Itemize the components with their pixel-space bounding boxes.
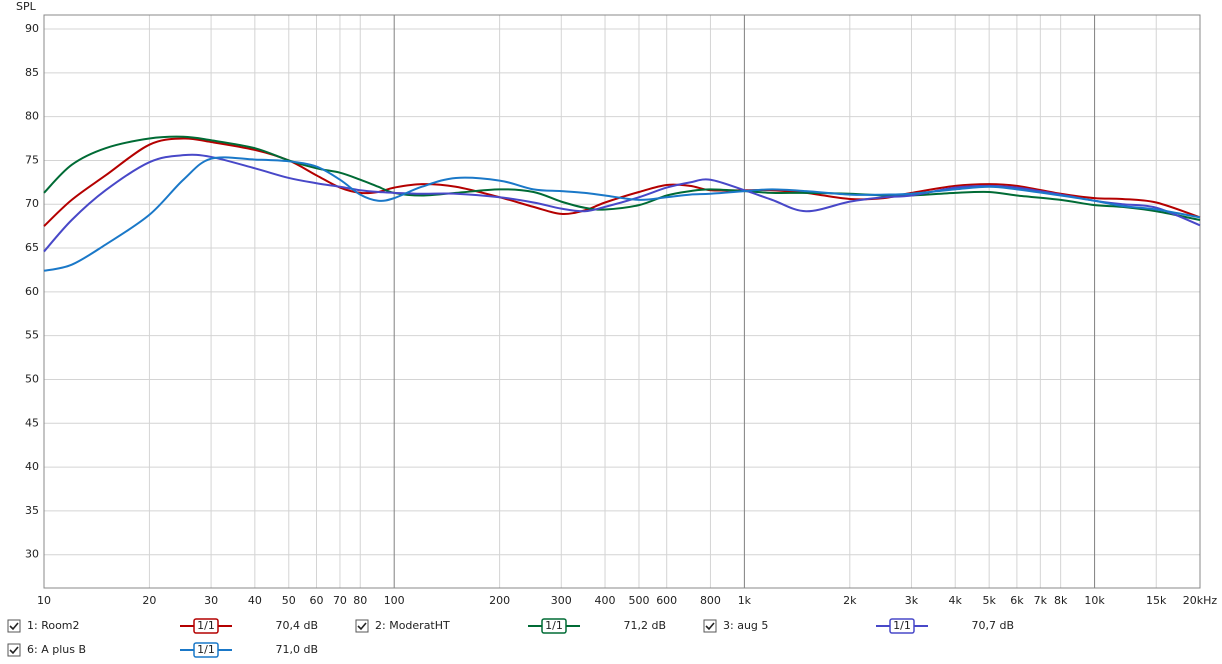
smoothing-box[interactable] (889, 618, 915, 634)
legend-level: 70,4 dB (275, 619, 318, 632)
x-tick-label: 10 (37, 594, 51, 607)
smoothing-label: 1/1 (545, 619, 563, 632)
y-tick-label: 40 (25, 460, 39, 473)
x-tick-label: 5k (982, 594, 996, 607)
x-tick-label: 3k (905, 594, 919, 607)
legend-level: 71,2 dB (623, 619, 666, 632)
checkmark (705, 622, 715, 631)
x-tick-label: 80 (353, 594, 367, 607)
y-tick-label: 85 (25, 66, 39, 79)
x-tick-label: 50 (282, 594, 296, 607)
x-tick-label: 4k (949, 594, 963, 607)
smoothing-label: 1/1 (893, 619, 911, 632)
x-tick-label: 70 (333, 594, 347, 607)
smoothing-box[interactable] (193, 642, 219, 658)
x-tick-label: 800 (700, 594, 721, 607)
y-tick-label: 70 (25, 197, 39, 210)
x-tick-label: 20 (142, 594, 156, 607)
y-tick-label: 90 (25, 22, 39, 35)
checkbox[interactable] (7, 619, 21, 633)
x-tick-label: 20kHz (1183, 594, 1218, 607)
smoothing-box[interactable] (193, 618, 219, 634)
legend-name: 2: ModeratHT (375, 619, 450, 632)
y-tick-label: 60 (25, 285, 39, 298)
x-tick-label: 100 (384, 594, 405, 607)
x-tick-label: 500 (628, 594, 649, 607)
x-tick-label: 7k (1034, 594, 1048, 607)
checkbox[interactable] (7, 643, 21, 657)
series-line (43, 156, 1201, 272)
checkbox[interactable] (355, 619, 369, 633)
series-line (43, 137, 1201, 227)
x-tick-label: 1k (738, 594, 752, 607)
x-tick-label: 300 (551, 594, 572, 607)
legend-level: 71,0 dB (275, 643, 318, 656)
y-axis-label: SPL (16, 0, 37, 13)
x-tick-label: 8k (1054, 594, 1068, 607)
checkmark (9, 622, 19, 631)
x-tick-label: 15k (1146, 594, 1167, 607)
checkmark (357, 622, 367, 631)
smoothing-label: 1/1 (197, 619, 215, 632)
smoothing-label: 1/1 (197, 643, 215, 656)
y-tick-label: 55 (25, 329, 39, 342)
x-tick-label: 600 (656, 594, 677, 607)
x-tick-label: 30 (204, 594, 218, 607)
plot-area (44, 15, 1200, 588)
checkmark (9, 646, 19, 655)
plot-border (43, 14, 1201, 589)
x-tick-label: 10k (1084, 594, 1105, 607)
y-tick-label: 75 (25, 153, 39, 166)
x-tick-label: 400 (595, 594, 616, 607)
y-tick-label: 80 (25, 110, 39, 123)
x-tick-label: 40 (248, 594, 262, 607)
y-tick-label: 65 (25, 241, 39, 254)
x-tick-label: 6k (1010, 594, 1024, 607)
x-tick-label: 60 (310, 594, 324, 607)
y-tick-label: 45 (25, 416, 39, 429)
legend-name: 1: Room2 (27, 619, 80, 632)
x-tick-label: 200 (489, 594, 510, 607)
y-tick-label: 35 (25, 504, 39, 517)
legend-level: 70,7 dB (971, 619, 1014, 632)
y-tick-label: 50 (25, 372, 39, 385)
legend-name: 3: aug 5 (723, 619, 768, 632)
y-tick-label: 30 (25, 548, 39, 561)
checkbox[interactable] (703, 619, 717, 633)
smoothing-box[interactable] (541, 618, 567, 634)
x-tick-label: 2k (843, 594, 857, 607)
legend-name: 6: A plus B (27, 643, 86, 656)
